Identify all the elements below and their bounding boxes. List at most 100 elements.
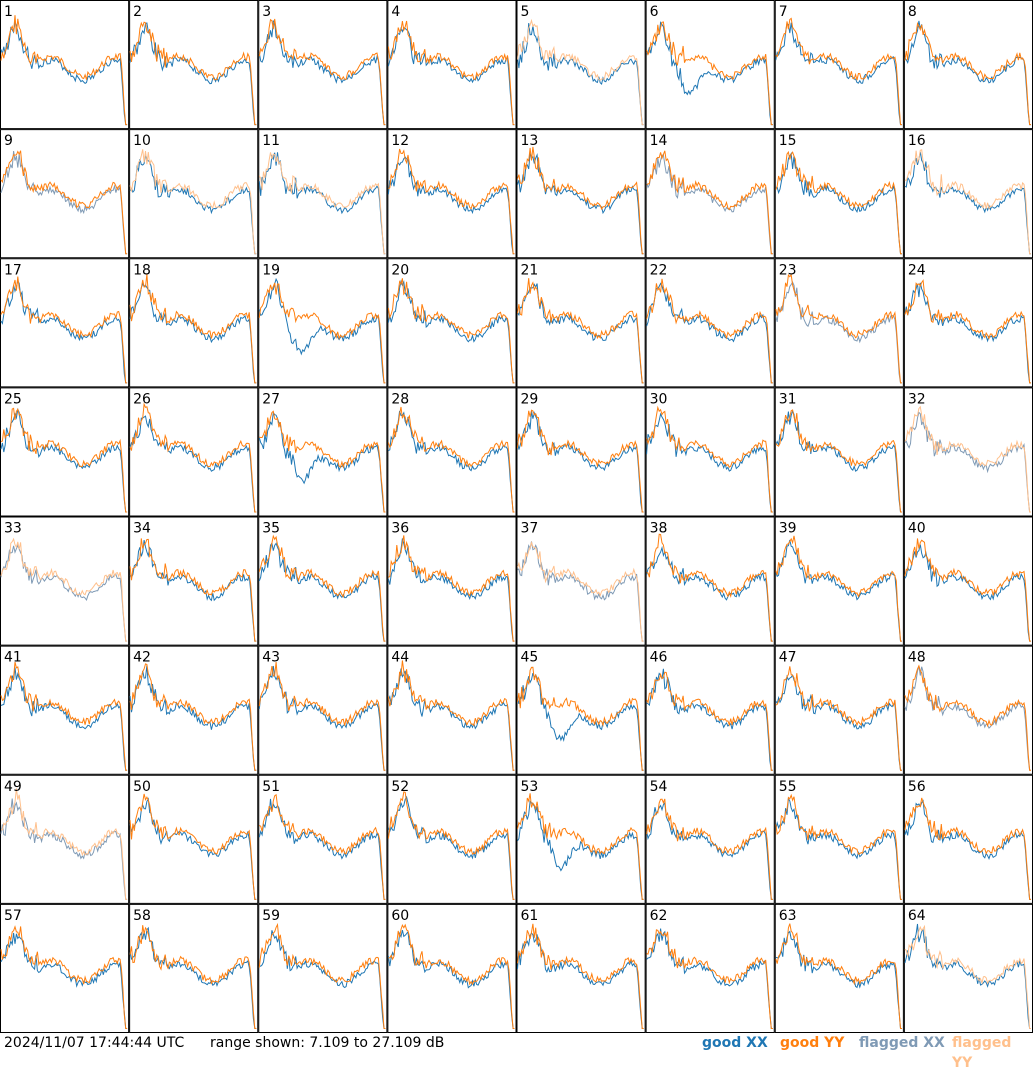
panel-label: 18: [133, 262, 151, 278]
series-yy: [517, 278, 644, 384]
series-xx: [517, 672, 644, 771]
panel-35: 35: [258, 516, 388, 646]
series-xx: [258, 20, 386, 126]
panel-44: 44: [387, 645, 517, 775]
series-yy: [387, 278, 515, 384]
panel-border: [258, 516, 388, 646]
series-xx: [904, 151, 1031, 255]
series-xx: [775, 674, 902, 771]
series-yy: [129, 21, 257, 126]
panel-40: 40: [903, 516, 1033, 646]
panel-31: 31: [774, 387, 904, 517]
series-yy: [129, 925, 257, 1029]
panel-border: [645, 387, 775, 517]
panel-28: 28: [387, 387, 517, 517]
panel-border: [645, 0, 775, 130]
series-xx: [646, 928, 773, 1029]
panel-border: [129, 903, 259, 1033]
panel-8: 8: [903, 0, 1033, 130]
series-yy: [646, 278, 773, 384]
panel-border: [645, 774, 775, 904]
panel-border: [387, 516, 517, 646]
series-xx: [0, 151, 128, 255]
panel-18: 18: [129, 258, 259, 388]
series-yy: [387, 660, 515, 771]
footer: 2024/11/07 17:44:44 UTC range shown: 7.1…: [0, 1033, 1033, 1071]
series-yy: [646, 21, 773, 126]
panel-border: [516, 516, 646, 646]
panel-border: [645, 516, 775, 646]
panel-border: [516, 0, 646, 130]
panel-border: [774, 645, 904, 775]
panel-36: 36: [387, 516, 517, 646]
panel-label: 49: [4, 779, 22, 795]
panel-label: 59: [262, 908, 280, 924]
panel-label: 42: [133, 650, 151, 666]
panel-label: 50: [133, 779, 151, 795]
panel-48: 48: [903, 645, 1033, 775]
panel-label: 44: [391, 650, 409, 666]
panel-43: 43: [258, 645, 388, 775]
panel-border: [0, 0, 130, 130]
panel-border: [0, 129, 130, 259]
series-yy: [258, 662, 386, 771]
series-yy: [775, 17, 902, 126]
panel-3: 3: [258, 0, 388, 130]
series-xx: [387, 279, 515, 384]
series-yy: [258, 18, 386, 126]
legend-flagged-xx: flagged XX: [859, 1035, 945, 1051]
panel-30: 30: [645, 387, 775, 517]
series-xx: [517, 800, 644, 900]
series-xx: [258, 798, 386, 900]
series-yy: [517, 666, 644, 771]
panel-37: 37: [516, 516, 646, 646]
panel-61: 61: [516, 903, 646, 1033]
series-yy: [129, 149, 257, 255]
series-xx: [0, 544, 128, 642]
panel-label: 8: [908, 4, 917, 20]
panel-27: 27: [258, 387, 388, 517]
panel-label: 17: [4, 262, 22, 278]
panel-border: [516, 774, 646, 904]
panel-55: 55: [774, 774, 904, 904]
series-xx: [387, 26, 515, 126]
panel-label: 47: [779, 650, 797, 666]
series-yy: [517, 923, 644, 1029]
series-yy: [517, 793, 644, 900]
series-yy: [129, 663, 257, 771]
panel-52: 52: [387, 774, 517, 904]
series-yy: [517, 146, 644, 255]
panel-label: 20: [391, 262, 409, 278]
series-xx: [129, 22, 257, 126]
series-xx: [646, 154, 773, 255]
panel-border: [0, 258, 130, 388]
series-xx: [258, 665, 386, 771]
series-yy: [388, 148, 515, 255]
series-yy: [775, 793, 902, 900]
panel-25: 25: [0, 387, 130, 517]
panel-label: 16: [908, 133, 926, 149]
series-yy: [775, 666, 902, 771]
panel-border: [387, 129, 517, 259]
panel-label: 3: [262, 4, 271, 20]
series-xx: [387, 538, 515, 642]
panel-label: 26: [133, 391, 151, 407]
series-xx: [904, 411, 1031, 513]
series-yy: [0, 276, 128, 384]
panel-label: 36: [391, 521, 409, 537]
panel-label: 7: [779, 4, 788, 20]
panel-39: 39: [774, 516, 904, 646]
series-yy: [904, 405, 1031, 513]
series-xx: [129, 154, 257, 255]
panel-border: [516, 903, 646, 1033]
series-yy: [388, 923, 515, 1029]
series-xx: [517, 410, 644, 513]
panel-label: 54: [650, 779, 668, 795]
panel-border: [258, 774, 388, 904]
panel-38: 38: [645, 516, 775, 646]
series-yy: [646, 798, 773, 900]
panel-label: 32: [908, 391, 926, 407]
panel-label: 34: [133, 521, 151, 537]
series-xx: [904, 282, 1031, 384]
